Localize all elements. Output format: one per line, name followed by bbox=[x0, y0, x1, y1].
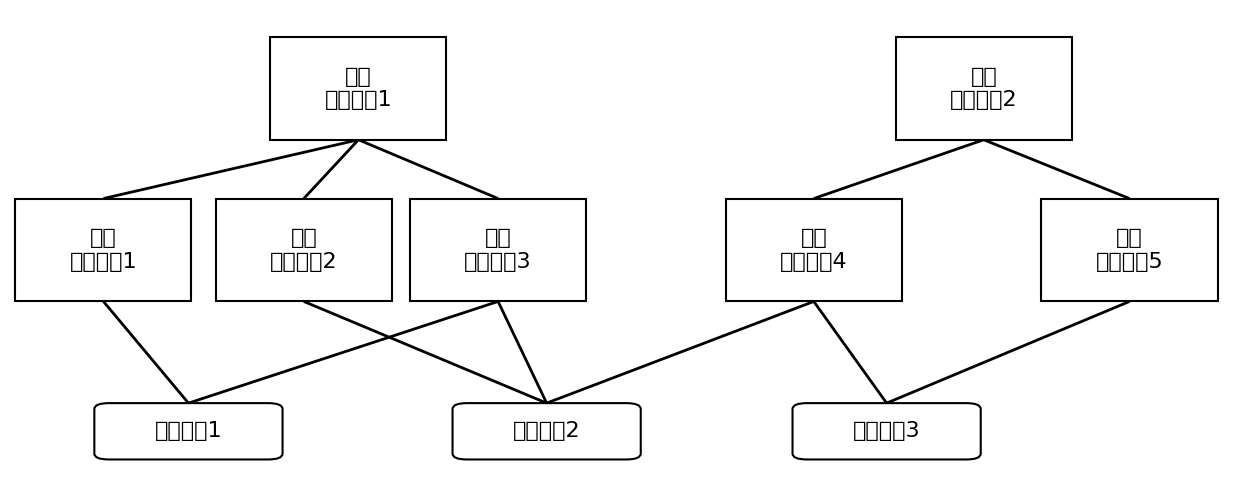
Text: 二级
业务模块2: 二级 业务模块2 bbox=[270, 228, 337, 272]
Text: 二级
业务模块5: 二级 业务模块5 bbox=[1095, 228, 1163, 272]
FancyBboxPatch shape bbox=[270, 37, 446, 140]
Text: 业务元素1: 业务元素1 bbox=[155, 422, 222, 442]
FancyBboxPatch shape bbox=[793, 403, 981, 460]
FancyBboxPatch shape bbox=[410, 198, 586, 302]
Text: 二级
业务模块4: 二级 业务模块4 bbox=[781, 228, 847, 272]
FancyBboxPatch shape bbox=[15, 198, 192, 302]
FancyBboxPatch shape bbox=[452, 403, 641, 460]
Text: 一级
业务模块2: 一级 业务模块2 bbox=[950, 66, 1017, 110]
FancyBboxPatch shape bbox=[896, 37, 1072, 140]
FancyBboxPatch shape bbox=[94, 403, 282, 460]
FancyBboxPatch shape bbox=[216, 198, 392, 302]
Text: 二级
业务模块1: 二级 业务模块1 bbox=[69, 228, 138, 272]
FancyBboxPatch shape bbox=[1042, 198, 1218, 302]
Text: 业务元素3: 业务元素3 bbox=[852, 422, 921, 442]
Text: 一级
业务模块1: 一级 业务模块1 bbox=[325, 66, 393, 110]
Text: 二级
业务模块3: 二级 业务模块3 bbox=[465, 228, 532, 272]
FancyBboxPatch shape bbox=[726, 198, 902, 302]
Text: 业务元素2: 业务元素2 bbox=[513, 422, 580, 442]
